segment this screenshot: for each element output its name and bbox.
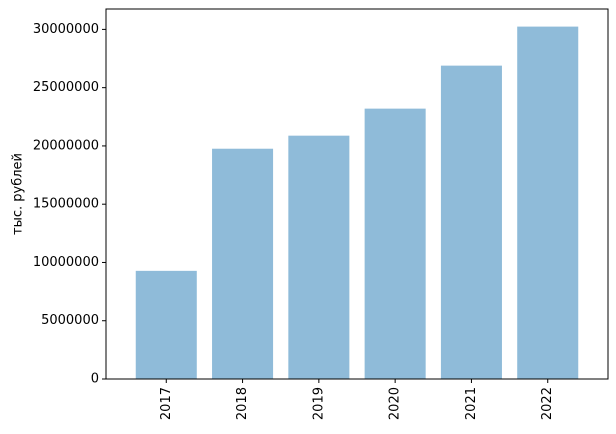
x-tick-label: 2018 <box>235 387 250 420</box>
bar <box>440 65 502 379</box>
bar <box>135 270 197 379</box>
x-tick-label: 2022 <box>540 387 555 420</box>
x-tick-label: 2020 <box>388 387 403 420</box>
y-axis-label: тыс. рублей <box>11 153 26 235</box>
y-tick-label: 0 <box>91 372 99 387</box>
y-tick-label: 20000000 <box>33 138 99 153</box>
bar <box>288 135 350 379</box>
y-tick-label: 30000000 <box>33 22 99 37</box>
y-tick-label: 10000000 <box>33 255 99 270</box>
plot-frame <box>105 8 609 380</box>
x-tick-label: 2017 <box>159 387 174 420</box>
bar <box>517 26 579 379</box>
bar <box>212 148 274 379</box>
y-tick-label: 5000000 <box>41 313 99 328</box>
y-tick-label: 15000000 <box>33 197 99 212</box>
bar <box>364 108 426 380</box>
y-tick-label: 25000000 <box>33 80 99 95</box>
x-tick-label: 2019 <box>311 387 326 420</box>
x-tick-label: 2021 <box>464 387 479 420</box>
